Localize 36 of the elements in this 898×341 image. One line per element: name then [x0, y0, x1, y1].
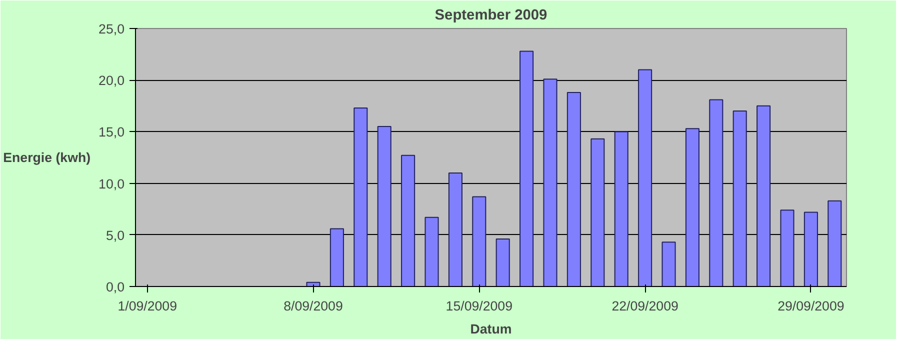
bar	[354, 107, 368, 286]
y-tick-label: 10,0	[98, 176, 125, 192]
bar	[709, 99, 724, 286]
x-tick-label: 1/09/2009	[118, 298, 177, 314]
bar	[590, 138, 605, 286]
x-tick-label: 8/09/2009	[284, 298, 343, 314]
bar	[472, 196, 486, 286]
bar	[756, 105, 771, 286]
bar	[330, 228, 344, 286]
bar	[448, 172, 462, 286]
bar	[566, 92, 581, 286]
bar	[520, 50, 534, 286]
bar	[543, 78, 558, 286]
bar	[401, 154, 416, 286]
chart-title: September 2009	[434, 8, 548, 24]
bar	[614, 131, 628, 286]
y-tick-label: 5,0	[106, 228, 125, 243]
bar	[685, 128, 700, 286]
bar	[828, 200, 842, 286]
x-tick-label: 22/09/2009	[612, 298, 678, 314]
x-tick-label: 15/09/2009	[446, 298, 513, 314]
bar	[780, 210, 794, 286]
bar	[424, 216, 439, 286]
y-tick-label: 15,0	[98, 124, 125, 140]
x-tick-label: 29/09/2009	[778, 298, 844, 314]
bar	[662, 242, 676, 286]
bar	[804, 212, 818, 286]
bar	[496, 238, 510, 286]
y-tick-label: 20,0	[98, 73, 125, 88]
bar	[732, 110, 747, 286]
y-axis-title: Energie (kwh)	[3, 150, 91, 165]
y-tick-label: 25,0	[98, 22, 125, 36]
x-axis-title: Datum	[470, 322, 512, 336]
bar	[377, 126, 392, 286]
bar	[638, 69, 652, 286]
y-tick-label: 0,0	[106, 280, 125, 294]
